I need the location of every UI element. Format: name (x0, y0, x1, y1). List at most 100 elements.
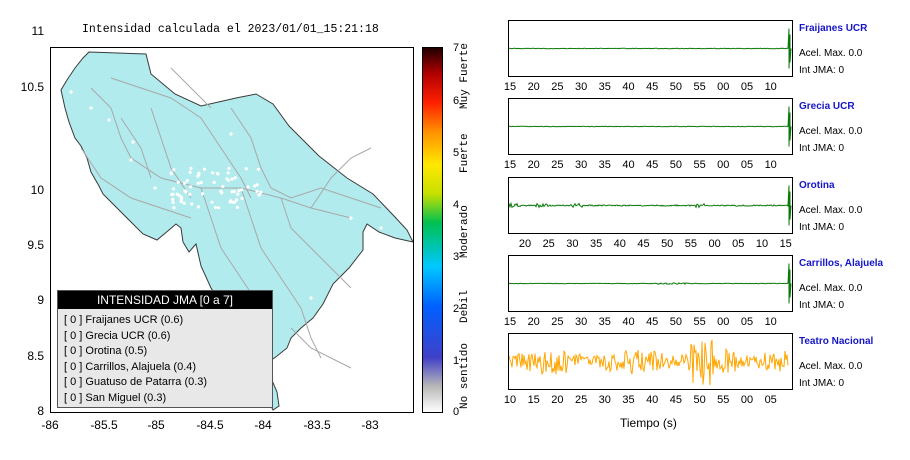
map-y-tick: 8 (37, 404, 44, 418)
time-tick-label: 10 (764, 159, 777, 171)
station-max-accel: Acel. Max. 0.0 (799, 205, 863, 216)
time-tick-label: 25 (542, 238, 555, 250)
colorbar-tick: 4 (453, 199, 460, 211)
station-name: Teatro Nacional (799, 336, 874, 347)
station-dot (373, 340, 377, 344)
time-tick-label: 20 (527, 81, 540, 93)
road (310, 147, 372, 209)
time-tick-label: 35 (598, 159, 611, 171)
station-dot (202, 167, 207, 171)
station-dot (236, 192, 240, 196)
station-dot (349, 216, 353, 220)
colorbar-label-fuerte: Fuerte (459, 133, 471, 173)
legend-item: [ 0 ] Orotina (0.5) (64, 345, 148, 357)
time-axis-label: Tiempo (s) (620, 416, 677, 430)
seismogram-svg (509, 185, 792, 226)
station-dot (182, 201, 186, 205)
map-y-tick: 9.5 (27, 238, 44, 252)
map-x-tick: -86 (41, 418, 59, 432)
map-x-tick: -84.5 (196, 418, 224, 432)
time-tick-label: 30 (598, 394, 611, 406)
time-tick-label: 55 (693, 159, 706, 171)
time-tick-label: 50 (693, 394, 706, 406)
time-tick-label: 30 (566, 238, 579, 250)
station-dot (171, 200, 175, 204)
legend-list: [ 0 ] Fraijanes UCR (0.6) [ 0 ] Grecia U… (58, 309, 272, 406)
time-tick-label: 55 (693, 81, 706, 93)
colorbar-label-debil: Debil (459, 289, 471, 323)
time-tick-label: 50 (669, 159, 683, 171)
station-name: Fraijanes UCR (799, 23, 868, 34)
station-dot (319, 366, 323, 370)
time-tick-label: 00 (717, 159, 730, 171)
station-dot (185, 179, 189, 183)
colorbar-tick: 2 (453, 303, 460, 315)
station-dot (171, 187, 176, 191)
map-y-tick: 10 (30, 183, 44, 197)
station-dot (188, 192, 192, 196)
station-dot (179, 195, 183, 199)
intensity-colorbar (422, 47, 443, 413)
map-y-tick: 11 (31, 24, 44, 38)
time-tick-label: 00 (740, 394, 754, 406)
time-tick-label: 45 (637, 238, 650, 250)
station-dot (226, 171, 230, 175)
station-dot (255, 189, 259, 194)
station-dot (235, 205, 239, 209)
time-tick-label: 55 (717, 394, 730, 406)
station-dot (131, 140, 135, 144)
station-dot (196, 174, 200, 178)
time-tick-label: 25 (574, 394, 588, 406)
station-jma-intensity: Int JMA: 0 (799, 300, 845, 311)
seismogram-trace (509, 263, 792, 304)
time-tick-label: 10 (764, 316, 777, 328)
time-tick-label: 10 (764, 81, 777, 93)
colorbar-tick: 3 (453, 251, 460, 263)
time-tick-label: 25 (551, 316, 564, 328)
time-tick-label: 05 (740, 81, 754, 93)
map-y-tick: 9 (37, 293, 44, 307)
station-dot (69, 90, 73, 94)
map-x-tick: -83 (361, 418, 379, 432)
station-dot (230, 177, 234, 181)
station-dot (189, 185, 193, 189)
seismogram-plot (508, 333, 793, 390)
seismogram-plot (508, 177, 793, 234)
time-tick-label: 25 (551, 81, 564, 93)
costa-rica-map (60, 51, 413, 411)
station-dot (199, 181, 203, 185)
seismogram-svg (509, 106, 792, 147)
station-dot (232, 189, 236, 194)
station-dot (183, 181, 187, 185)
station-dot (226, 178, 230, 182)
time-tick-label: 45 (669, 394, 683, 406)
station-dot (175, 192, 179, 196)
station-dot (89, 106, 93, 110)
station-dot (227, 166, 231, 170)
legend-item: [ 0 ] Guatuso de Patarra (0.3) (64, 376, 208, 388)
colorbar-tick: 0 (453, 406, 460, 418)
station-name: Orotina (799, 180, 835, 191)
seismogram-plot (508, 98, 793, 155)
colorbar-label-moderado: Moderado (459, 205, 471, 259)
station-dot (129, 158, 133, 162)
time-tick-label: 40 (646, 394, 659, 406)
time-tick-label: 20 (551, 394, 564, 406)
time-tick-label: 10 (755, 238, 769, 250)
station-max-accel: Acel. Max. 0.0 (799, 48, 863, 59)
time-tick-label: 35 (622, 394, 635, 406)
legend-title: INTENSIDAD JMA [0 a 7] (58, 291, 272, 309)
station-dot (256, 167, 260, 171)
road (230, 107, 382, 209)
colorbar-tick: 6 (453, 95, 460, 107)
station-jma-intensity: Int JMA: 0 (799, 143, 845, 154)
station-dot (240, 188, 244, 192)
map-x-tick: -85 (147, 418, 165, 432)
station-dot (213, 205, 217, 210)
map-x-tick: -85.5 (90, 418, 118, 432)
seismogram-trace (509, 106, 792, 147)
time-tick-label: 25 (551, 159, 564, 171)
road (280, 197, 352, 289)
station-dot (233, 200, 237, 204)
station-dot (235, 198, 239, 202)
